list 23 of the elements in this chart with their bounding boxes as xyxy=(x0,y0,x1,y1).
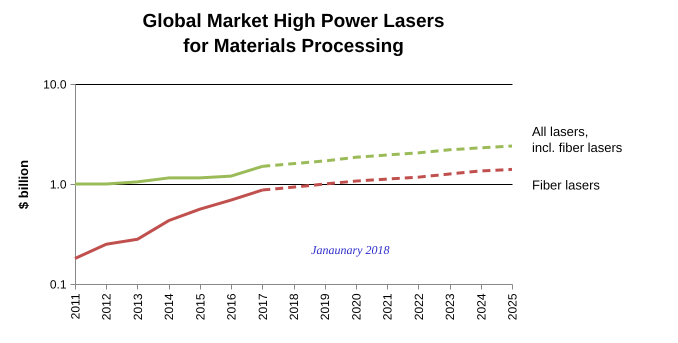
x-tick-label: 2016 xyxy=(224,293,239,320)
x-tick-label: 2024 xyxy=(474,293,488,320)
y-tick-label: 0.1 xyxy=(50,278,67,292)
x-tick-label: 2013 xyxy=(130,293,145,320)
x-tick-label: 2025 xyxy=(506,293,520,320)
text: Fiber lasers xyxy=(532,177,600,192)
y-tick-label: 10.0 xyxy=(43,78,67,92)
x-tick-label: 2014 xyxy=(162,293,176,320)
x-tick-label: 2011 xyxy=(68,293,82,320)
y-axis-title: $ billion xyxy=(16,160,32,210)
x-tick-label: 2015 xyxy=(193,293,208,320)
x-tick-label: 2017 xyxy=(256,293,270,320)
annotation: Janaunary 2018 xyxy=(311,243,390,257)
y-tick-label: 1.0 xyxy=(50,178,67,192)
x-tick-label: 2021 xyxy=(380,293,395,320)
x-tick-label: 2012 xyxy=(100,293,114,320)
x-tick-label: 2022 xyxy=(412,293,426,320)
x-tick-label: 2019 xyxy=(318,293,332,320)
x-tick-label: 2020 xyxy=(349,293,364,320)
text: All lasers, incl. fiber lasers xyxy=(532,124,623,155)
x-tick-label: 2023 xyxy=(443,293,458,320)
x-tick-label: 2018 xyxy=(287,293,301,320)
chart-title: Global Market High Power Lasers for Materials Processing xyxy=(142,11,444,57)
